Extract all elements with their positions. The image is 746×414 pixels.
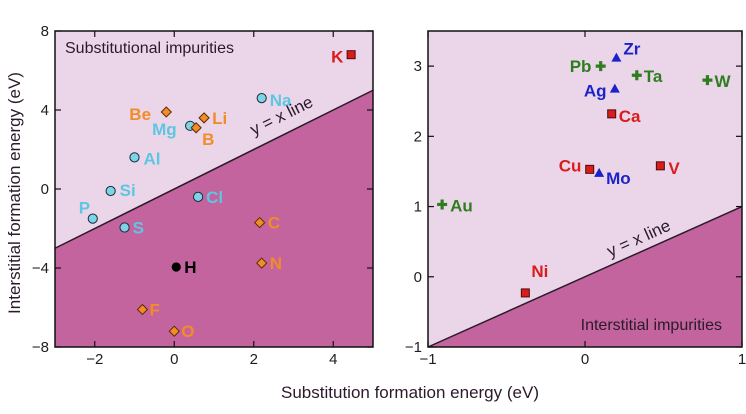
c-label: C (268, 214, 280, 233)
right-points (437, 52, 713, 298)
si-label: Si (120, 181, 136, 200)
left-points (87, 50, 356, 337)
substitutional-region (55, 31, 373, 249)
x-tick-label: 2 (250, 351, 258, 368)
left-point-labels: K Na Be Li Mg B Al Si Cl P S C H N F O (79, 48, 344, 342)
right-x-ticks: −1 0 1 (419, 31, 746, 368)
left-y-ticks: −8 −4 0 4 8 (32, 23, 373, 356)
s-marker (119, 222, 130, 233)
n-label: N (270, 254, 282, 273)
substitutional-region-label: Substitutional impurities (65, 40, 234, 57)
y-tick-label: 0 (414, 269, 422, 286)
y-tick-label: 2 (414, 128, 422, 145)
na-marker (256, 93, 267, 104)
y-tick-label: 4 (41, 102, 49, 119)
ni-marker (520, 288, 530, 298)
f-marker (136, 303, 149, 316)
s-label: S (133, 219, 144, 238)
be-label: Be (129, 105, 151, 124)
li-label: Li (212, 109, 227, 128)
x-axis-title: Substitution formation energy (eV) (281, 383, 539, 402)
b-label: B (202, 130, 214, 149)
mo-label: Mo (606, 169, 631, 188)
be-marker (160, 106, 173, 118)
h-label: H (184, 258, 196, 277)
y-tick-label: 8 (41, 23, 49, 40)
c-marker (254, 216, 266, 229)
cl-label: Cl (206, 188, 223, 207)
ca-marker (607, 109, 617, 119)
p-marker (87, 213, 98, 224)
substitutional-region-right (428, 31, 742, 347)
ag-marker (609, 83, 620, 93)
x-tick-label: 0 (170, 351, 178, 368)
x-tick-label: −1 (419, 351, 436, 368)
left-x-ticks: −2 0 2 4 (86, 31, 337, 368)
k-marker (346, 50, 356, 60)
cl-marker (193, 191, 204, 202)
al-label: Al (144, 149, 161, 168)
y-tick-label: −8 (32, 339, 49, 356)
o-label: O (181, 322, 194, 341)
zr-marker (611, 52, 622, 62)
cu-label: Cu (559, 156, 582, 175)
pb-marker (595, 61, 606, 72)
h-marker (171, 262, 181, 272)
mg-label: Mg (152, 120, 177, 139)
cu-marker (585, 164, 595, 174)
o-marker (168, 325, 180, 337)
w-label: W (714, 72, 731, 91)
al-marker (129, 152, 140, 163)
x-tick-label: 0 (581, 351, 589, 368)
y-tick-label: 1 (414, 199, 422, 216)
x-tick-label: 4 (329, 351, 337, 368)
interstitial-region-left (55, 90, 373, 347)
y-tick-label: 3 (414, 58, 422, 75)
au-marker (437, 199, 448, 210)
y-equals-x-line-right (427, 205, 743, 348)
left-panel: K Na Be Li Mg B Al Si Cl P S C H N F O −2 0 2 4 −8 −4 0 4 8 Su… (5, 23, 374, 368)
x-tick-label: 1 (738, 351, 746, 368)
zr-label: Zr (623, 40, 640, 59)
ag-label: Ag (584, 82, 607, 101)
f-label: F (149, 300, 159, 319)
k-label: K (331, 48, 344, 67)
ta-label: Ta (644, 67, 663, 86)
y-tick-label: −1 (405, 339, 422, 356)
b-marker (190, 122, 202, 134)
ca-label: Ca (619, 107, 641, 126)
na-label: Na (270, 91, 292, 110)
v-label: V (668, 159, 680, 178)
y-tick-label: 0 (41, 181, 49, 198)
ni-label: Ni (531, 262, 548, 281)
interstitial-region-label: Interstitial impurities (581, 317, 722, 334)
y-tick-label: −4 (32, 260, 49, 277)
w-marker (702, 75, 713, 86)
mo-marker (594, 167, 605, 177)
si-marker (105, 185, 116, 197)
li-marker (198, 112, 210, 124)
y-equals-x-line-left (54, 89, 374, 249)
au-label: Au (450, 196, 473, 215)
y-axis-title: Interstitial formation energy (eV) (5, 72, 24, 314)
p-label: P (79, 199, 90, 218)
x-tick-label: −2 (86, 351, 103, 368)
v-marker (655, 161, 665, 171)
n-marker (255, 257, 268, 269)
right-y-ticks: −1 0 1 2 3 (405, 58, 742, 356)
ta-marker (631, 70, 642, 81)
pb-label: Pb (570, 57, 592, 76)
